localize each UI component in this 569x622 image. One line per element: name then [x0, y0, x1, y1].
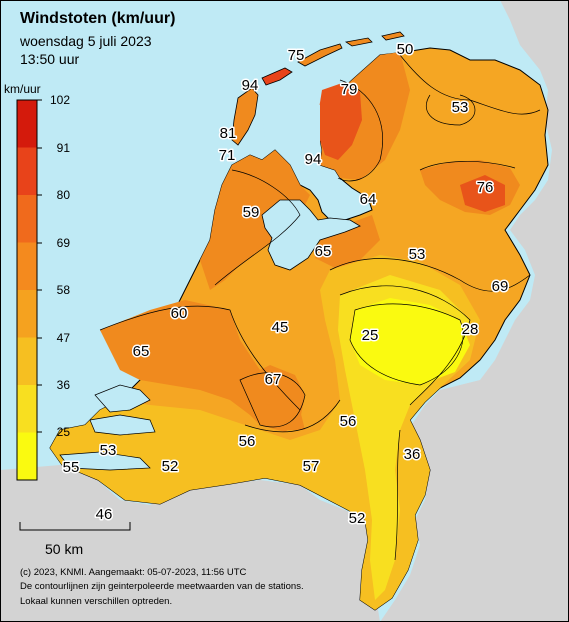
- station-value: 53: [100, 442, 117, 459]
- station-value: 52: [349, 510, 366, 527]
- legend: km/uur 102 91 80 69 58 47 36 25: [4, 82, 70, 481]
- station-value: 65: [133, 343, 150, 360]
- station-value: 60: [171, 305, 188, 322]
- station-value: 28: [462, 321, 479, 338]
- legend-swatch: [17, 242, 37, 290]
- legend-swatch: [17, 147, 37, 195]
- legend-tick-label: 91: [57, 141, 71, 155]
- legend-unit: km/uur: [4, 82, 41, 96]
- zone-69-80-ijsselmeer: [315, 215, 380, 268]
- legend-swatch: [17, 337, 37, 385]
- legend-swatch: [17, 432, 37, 480]
- germany-land: [380, 0, 569, 622]
- vlieland-island: [261, 67, 293, 86]
- station-value: 25: [362, 327, 379, 344]
- station-value: 50: [397, 41, 414, 58]
- legend-tick-label: 69: [57, 236, 71, 250]
- footer-copyright: (c) 2023, KNMI. Aangemaakt: 05-07-2023, …: [20, 567, 246, 578]
- station-value: 94: [242, 77, 259, 94]
- station-value: 65: [315, 243, 332, 260]
- legend-tick-label: 36: [57, 378, 71, 392]
- zeeland-water: [59, 384, 156, 471]
- map-date: woensdag 5 juli 2023: [19, 33, 152, 49]
- legend-swatch: [17, 100, 37, 148]
- terschelling-island: [297, 43, 343, 67]
- ameland-island: [344, 37, 373, 47]
- legend-tick-label: 25: [57, 425, 71, 439]
- legend-swatch: [17, 385, 37, 433]
- legend-tick-labels: 102 91 80 69 58 47 36 25: [37, 93, 70, 439]
- station-value: 52: [162, 458, 179, 475]
- scale-label: 50 km: [45, 541, 83, 557]
- belgium-land: [0, 465, 380, 622]
- schiermonnikoog-island: [381, 31, 405, 41]
- station-value: 81: [220, 125, 237, 142]
- station-value: 71: [219, 147, 236, 164]
- station-value: 57: [303, 458, 320, 475]
- zone-80-91-east: [460, 175, 505, 212]
- scale-bar: 50 km: [19, 522, 131, 557]
- legend-tick-label: 47: [57, 331, 71, 345]
- station-value: 36: [404, 446, 421, 463]
- station-value: 55: [63, 459, 80, 476]
- station-value: 53: [409, 246, 426, 263]
- station-value: 64: [360, 191, 377, 208]
- footer-note-2: Lokaal kunnen verschillen optreden.: [20, 596, 172, 607]
- station-value: 56: [340, 413, 357, 430]
- zone-80-91-friesland: [318, 82, 362, 160]
- map-title: Windstoten (km/uur): [20, 10, 175, 27]
- zone-25-36: [350, 298, 470, 385]
- station-value: 76: [477, 179, 494, 196]
- legend-tick-label: 80: [57, 188, 71, 202]
- station-value: 94: [305, 151, 322, 168]
- contour-lines: [99, 54, 541, 561]
- footer-note-1: De contourlijnen zijn geinterpoleerde me…: [20, 581, 304, 592]
- legend-swatch: [17, 290, 37, 338]
- ijsselmeer-water: [261, 199, 361, 271]
- legend-tick-label: 58: [57, 283, 71, 297]
- station-value: 45: [272, 319, 289, 336]
- station-value: 53: [452, 99, 469, 116]
- legend-color-bar: [16, 99, 38, 481]
- wadden-water: [260, 95, 320, 160]
- station-value: 69: [492, 278, 509, 295]
- station-value: 75: [288, 47, 305, 64]
- legend-swatch: [17, 195, 37, 243]
- map-time: 13:50 uur: [20, 51, 79, 67]
- station-value: 79: [341, 81, 358, 98]
- zone-69-80-north: [200, 150, 310, 290]
- station-value: 67: [265, 371, 282, 388]
- station-value: 56: [239, 433, 256, 450]
- station-value: 59: [243, 204, 260, 221]
- texel-island: [231, 87, 259, 146]
- station-value: 46: [96, 506, 113, 523]
- zone-69-80-brabant: [240, 365, 305, 432]
- station-labels: 75 50 94 79 53 81 71 94 76 64 59 65 53 69 60 45 25 28 65 67…: [61, 40, 510, 529]
- legend-tick-label: 102: [50, 93, 70, 107]
